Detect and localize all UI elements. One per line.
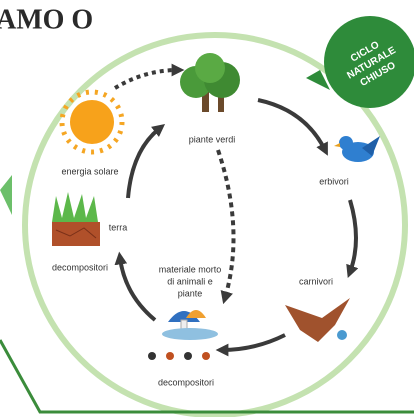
node-label: di animali e bbox=[167, 276, 213, 286]
node-label: erbivori bbox=[319, 176, 349, 186]
node-label: decompositori bbox=[158, 377, 214, 387]
badge: CICLO NATURALE CHIUSO bbox=[306, 16, 414, 108]
diagram: AMO O CICLO NATURALE CHIUSO bbox=[0, 0, 414, 417]
node-label: decompositori bbox=[52, 262, 108, 272]
arrow bbox=[222, 335, 285, 350]
node-label: piante verdi bbox=[189, 134, 236, 144]
arrow bbox=[120, 258, 155, 320]
arrow bbox=[258, 100, 325, 150]
node-label: piante bbox=[178, 288, 203, 298]
bird-icon bbox=[334, 136, 380, 162]
node-label: energia solare bbox=[61, 166, 118, 176]
eagle-icon bbox=[285, 298, 350, 342]
decomposer-icon bbox=[148, 310, 218, 360]
sun-icon bbox=[62, 92, 122, 152]
soil-icon bbox=[52, 192, 100, 246]
arrow bbox=[350, 200, 356, 272]
arrow bbox=[218, 150, 234, 298]
border-line bbox=[0, 340, 414, 412]
node-label: terra bbox=[109, 222, 128, 232]
side-shape bbox=[0, 175, 12, 215]
arrow bbox=[128, 128, 160, 198]
node-label: materiale morto bbox=[159, 264, 222, 274]
tree-icon bbox=[180, 53, 240, 112]
node-label: carnivori bbox=[299, 276, 333, 286]
title: AMO O bbox=[0, 4, 93, 35]
arrow bbox=[115, 70, 178, 88]
